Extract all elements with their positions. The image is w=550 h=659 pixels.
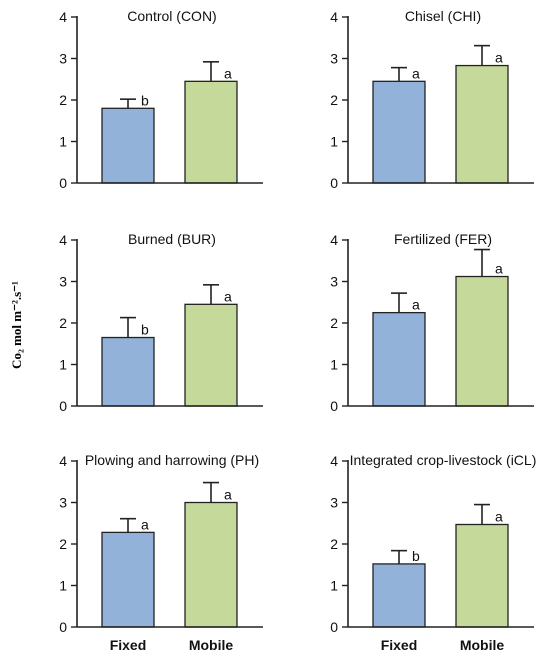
y-tick-label: 0	[59, 398, 67, 414]
y-tick-label: 3	[330, 274, 338, 290]
bar	[184, 303, 238, 407]
y-tick-label: 3	[59, 51, 67, 67]
bar	[372, 80, 426, 184]
y-tick-label: 4	[59, 453, 67, 469]
y-tick-label: 2	[59, 315, 67, 331]
significance-letter: a	[495, 261, 503, 277]
significance-letter: a	[495, 50, 503, 66]
bar	[372, 311, 426, 407]
bar	[455, 275, 509, 407]
bar	[184, 80, 238, 184]
x-category-label: Fixed	[110, 637, 147, 653]
y-tick-label: 2	[330, 315, 338, 331]
x-category-label: Fixed	[381, 637, 418, 653]
y-tick-label: 0	[330, 175, 338, 191]
y-tick-label: 1	[59, 134, 67, 150]
y-tick-label: 3	[330, 51, 338, 67]
significance-letter: b	[412, 548, 420, 564]
significance-letter: a	[141, 516, 149, 532]
bar	[455, 64, 509, 184]
significance-letter: b	[141, 322, 149, 338]
panel-title: Fertilized (FER)	[394, 231, 492, 247]
y-tick-label: 4	[59, 232, 67, 248]
panel-title: Control (CON)	[127, 8, 216, 24]
y-tick-label: 0	[59, 619, 67, 635]
y-tick-label: 4	[330, 9, 338, 25]
y-tick-label: 2	[59, 92, 67, 108]
bar	[184, 501, 238, 628]
panel-title: Chisel (CHI)	[405, 8, 481, 24]
y-tick-label: 1	[330, 357, 338, 373]
bar	[372, 563, 426, 628]
bar	[455, 523, 509, 628]
y-tick-label: 1	[59, 357, 67, 373]
y-tick-label: 4	[330, 232, 338, 248]
significance-letter: a	[412, 65, 420, 81]
y-tick-label: 4	[330, 453, 338, 469]
y-tick-label: 3	[330, 495, 338, 511]
panel-title: Burned (BUR)	[128, 231, 216, 247]
y-tick-label: 4	[59, 9, 67, 25]
bar	[101, 336, 155, 407]
significance-letter: a	[224, 288, 232, 304]
significance-letter: a	[224, 65, 232, 81]
significance-letter: b	[141, 92, 149, 108]
significance-letter: a	[224, 487, 232, 503]
y-tick-label: 0	[330, 398, 338, 414]
y-tick-label: 2	[330, 92, 338, 108]
y-tick-label: 1	[59, 578, 67, 594]
y-tick-label: 2	[59, 536, 67, 552]
panel-title: Integrated crop-livestock (iCL)	[350, 452, 537, 468]
panel-title: Plowing and harrowing (PH)	[85, 452, 259, 468]
y-tick-label: 0	[59, 175, 67, 191]
y-tick-label: 3	[59, 274, 67, 290]
y-tick-label: 1	[330, 134, 338, 150]
significance-letter: a	[495, 508, 503, 524]
y-tick-label: 2	[330, 536, 338, 552]
y-tick-label: 1	[330, 578, 338, 594]
bar	[101, 531, 155, 628]
x-category-label: Mobile	[460, 637, 505, 653]
x-category-label: Mobile	[189, 637, 234, 653]
y-tick-label: 3	[59, 495, 67, 511]
y-tick-label: 0	[330, 619, 338, 635]
significance-letter: a	[412, 297, 420, 313]
bar	[101, 107, 155, 184]
